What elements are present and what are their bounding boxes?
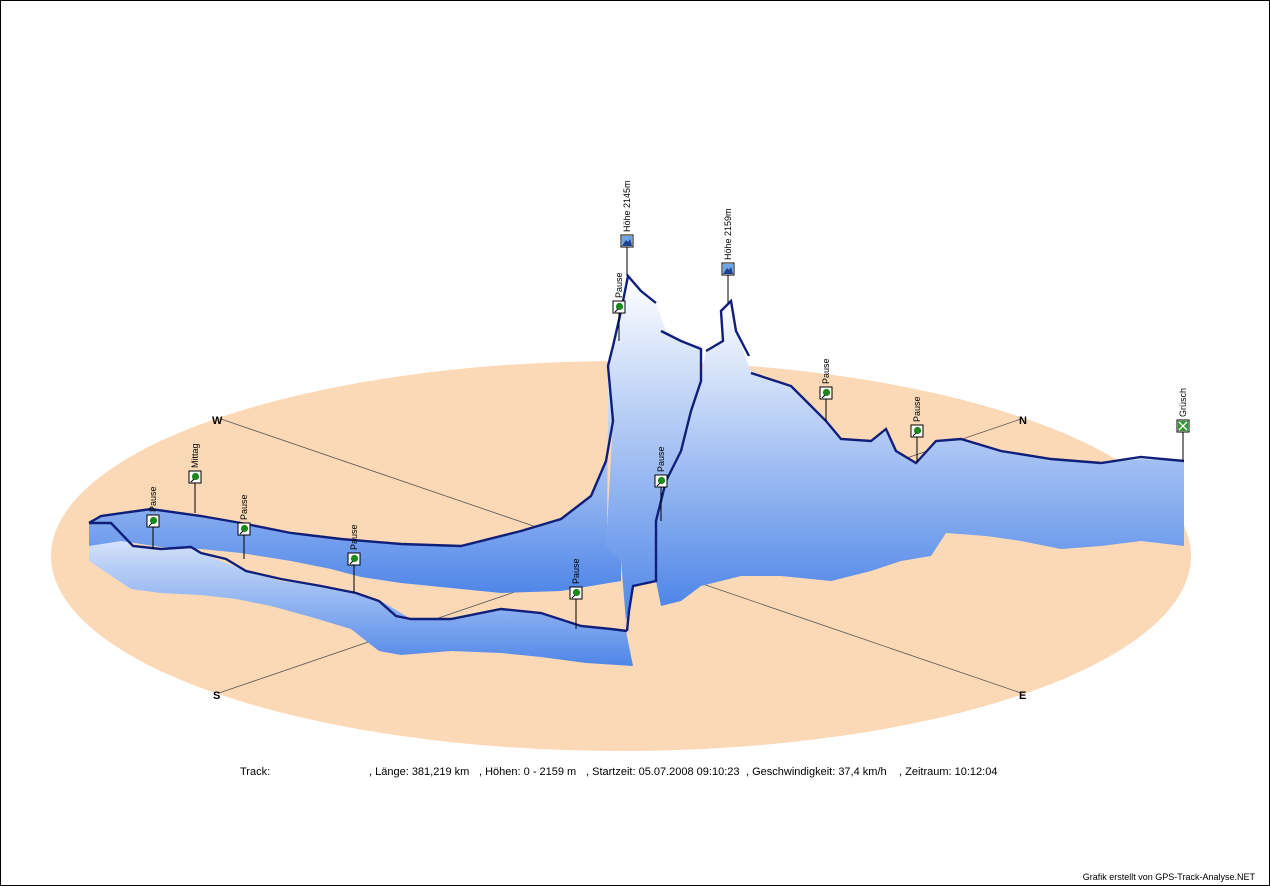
marker-label: Höhe 2145m bbox=[622, 180, 632, 232]
marker-label: Mittag bbox=[190, 443, 200, 468]
summary-start: , Startzeit: 05.07.2008 09:10:23 bbox=[586, 766, 740, 778]
pause-icon bbox=[240, 524, 249, 533]
marker-label: Pause bbox=[239, 494, 249, 520]
pause-icon bbox=[572, 588, 581, 597]
marker-label: Pause bbox=[349, 524, 359, 550]
pause-marker: Mittag bbox=[188, 443, 202, 513]
waypoint-markers: Pause Mittag Pause Pause Pause Pause Pause Höhe… bbox=[146, 180, 1190, 629]
track-curtain-second-climb bbox=[656, 301, 1184, 606]
pause-icon bbox=[822, 388, 831, 397]
finish-marker: Grüsch bbox=[1176, 388, 1190, 461]
summary-length: , Länge: 381,219 km bbox=[369, 766, 470, 778]
track-curtain-upper-loop bbox=[89, 366, 621, 593]
marker-label: Pause bbox=[912, 396, 922, 422]
summary-speed: , Geschwindigkeit: 37,4 km/h bbox=[746, 766, 887, 778]
marker-label: Pause bbox=[571, 558, 581, 584]
marker-label: Höhe 2159m bbox=[723, 208, 733, 260]
compass-south: S bbox=[213, 690, 220, 702]
summary-heights: , Höhen: 0 - 2159 m bbox=[479, 766, 577, 778]
pause-icon bbox=[191, 472, 200, 481]
compass-east: E bbox=[1019, 690, 1026, 702]
track-line-east bbox=[750, 371, 1185, 465]
summit-marker: Höhe 2159m bbox=[721, 208, 735, 303]
marker-label: Pause bbox=[614, 272, 624, 298]
pause-icon bbox=[615, 302, 624, 311]
pause-marker: Pause bbox=[146, 486, 160, 549]
pause-marker: Pause bbox=[910, 396, 924, 463]
pause-marker: Pause bbox=[347, 524, 361, 593]
track-line-lower-loop bbox=[89, 521, 628, 633]
track-summary: Track: , Länge: 381,219 km , Höhen: 0 - … bbox=[1, 766, 1269, 782]
pause-icon bbox=[350, 554, 359, 563]
summary-track-label: Track: bbox=[240, 766, 271, 778]
marker-label: Pause bbox=[148, 486, 158, 512]
pause-marker: Pause bbox=[569, 558, 583, 629]
track-line-descent bbox=[705, 298, 751, 357]
track-line-upper-loop bbox=[88, 273, 657, 548]
pause-marker: Pause bbox=[819, 358, 833, 421]
marker-label: Grüsch bbox=[1178, 388, 1188, 417]
pause-marker: Pause bbox=[654, 446, 668, 521]
pause-marker: Pause bbox=[237, 494, 251, 559]
track-line-climb bbox=[625, 329, 703, 632]
credit-text: Grafik erstellt von GPS-Track-Analyse.NE… bbox=[1082, 872, 1255, 882]
track-curtain-first-climb bbox=[606, 276, 701, 621]
summary-duration: , Zeitraum: 10:12:04 bbox=[899, 766, 998, 778]
pause-icon bbox=[913, 426, 922, 435]
pause-marker: Pause bbox=[612, 272, 626, 341]
pause-icon bbox=[149, 516, 158, 525]
pause-icon bbox=[657, 476, 666, 485]
track-curtain-lower-loop bbox=[89, 521, 633, 666]
compass-west: W bbox=[212, 415, 223, 427]
marker-label: Pause bbox=[656, 446, 666, 472]
marker-label: Pause bbox=[821, 358, 831, 384]
summit-marker: Höhe 2145m bbox=[620, 180, 634, 276]
compass-north: N bbox=[1019, 415, 1027, 427]
